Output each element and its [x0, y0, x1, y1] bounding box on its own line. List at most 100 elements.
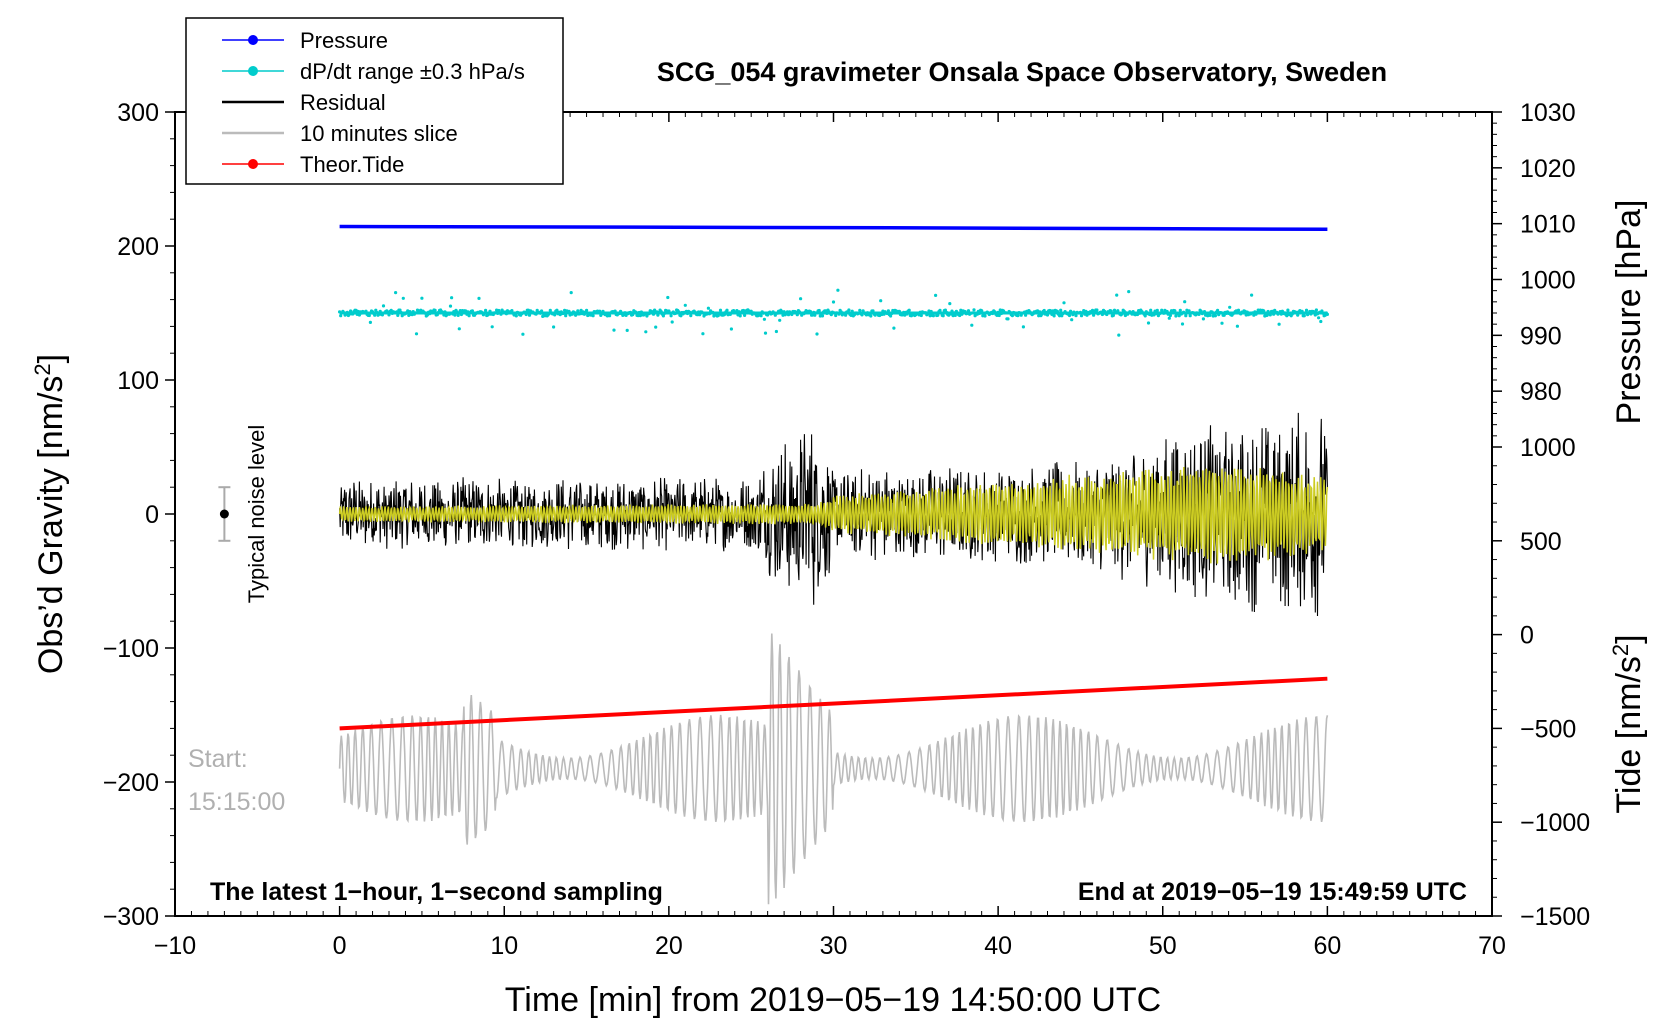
dpdt-point: [762, 317, 767, 321]
dpdt-point: [879, 299, 883, 303]
dpdt-point: [1155, 308, 1159, 312]
x-tick-label: 0: [333, 932, 347, 960]
dpdt-point: [1052, 314, 1056, 318]
dpdt-point: [1117, 333, 1121, 337]
axes-layer: −10 0 10 20 30 40 50 60 703002001000−100−200−300…: [103, 99, 1591, 960]
dpdt-point: [938, 308, 942, 312]
dpdt-point: [743, 313, 747, 317]
dpdt-point: [1220, 321, 1224, 325]
dpdt-point: [535, 308, 539, 312]
dpdt-point: [625, 328, 629, 332]
dpdt-point: [725, 308, 729, 312]
series-layer: [338, 224, 1329, 905]
legend-label: Pressure: [300, 28, 388, 53]
x-tick-label: 40: [984, 932, 1012, 960]
dpdt-point: [1201, 317, 1205, 321]
dpdt-point: [774, 329, 779, 334]
dpdt-point: [970, 323, 974, 327]
legend-label: 10 minutes slice: [300, 121, 458, 146]
dpdt-point: [763, 331, 768, 335]
y-left-tick-label: 100: [117, 367, 159, 395]
legend-swatch-marker: [248, 35, 258, 45]
series-slice-line: [338, 633, 1329, 905]
dpdt-point: [1168, 313, 1172, 318]
x-tick-label: 30: [820, 932, 848, 960]
dpdt-point: [1213, 314, 1217, 318]
dpdt-point: [1208, 313, 1212, 317]
dpdt-point: [907, 308, 911, 312]
dpdt-point: [585, 308, 589, 312]
dpdt-point: [433, 308, 437, 312]
dpdt-point: [1184, 314, 1188, 318]
legend-swatch-marker: [248, 66, 258, 76]
y-axis-pressure-label: Pressure [hPa]: [1610, 200, 1648, 425]
dpdt-point: [548, 308, 552, 312]
legend: Pressure dP/dt range ±0.3 hPa/s Residual 10…: [185, 17, 564, 185]
y-left-tick-label: 200: [117, 233, 159, 261]
noise-point: [219, 509, 229, 519]
start-label: Start:: [188, 745, 248, 773]
dpdt-point: [1149, 308, 1153, 312]
dpdt-point: [1319, 319, 1323, 324]
legend-item: 10 minutes slice: [222, 121, 458, 146]
dpdt-point: [1115, 293, 1119, 297]
dpdt-point: [457, 327, 461, 331]
dpdt-point: [396, 313, 400, 317]
dpdt-point: [569, 291, 573, 295]
dpdt-point: [1286, 308, 1290, 312]
dpdt-point: [552, 325, 556, 329]
y-axis-left-unit-close: ]: [32, 354, 70, 363]
y-pressure-tick-label: 1000: [1520, 267, 1576, 295]
dpdt-point: [931, 314, 936, 318]
legend-label: Theor.Tide: [300, 152, 404, 177]
dpdt-point: [1111, 313, 1115, 317]
dpdt-point: [815, 332, 819, 336]
y-pressure-tick-label: 1010: [1520, 211, 1576, 239]
y-tide-tick-label: −500: [1520, 715, 1576, 743]
y-axis-left-unit-sup: 2: [30, 363, 55, 375]
dpdt-point: [1079, 314, 1084, 318]
dpdt-point: [1006, 317, 1010, 321]
dpdt-point: [1021, 325, 1025, 329]
dpdt-point: [669, 314, 673, 318]
dpdt-point: [1062, 301, 1066, 305]
dpdt-point: [1236, 308, 1241, 312]
dpdt-point: [1074, 314, 1078, 318]
dpdt-point: [398, 308, 402, 312]
noise-label: Typical noise level: [244, 425, 269, 604]
y-tide-tick-label: −1500: [1520, 903, 1590, 931]
x-tick-label: −10: [154, 932, 196, 960]
dpdt-point: [1250, 293, 1254, 297]
y-axis-tide-label-text: Tide: [1610, 749, 1648, 814]
dpdt-point: [1317, 316, 1321, 320]
series-pressure-line: [339, 224, 1328, 232]
dpdt-point: [1314, 308, 1318, 312]
legend-label: dP/dt range ±0.3 hPa/s: [300, 59, 525, 84]
dpdt-point: [514, 314, 518, 318]
dpdt-point: [467, 314, 471, 318]
dpdt-point: [450, 296, 454, 300]
dpdt-point: [612, 328, 616, 332]
y-axis-tide-unit: [nm/s: [1610, 656, 1648, 739]
y-axis-tide-label: Tide [nm/s2]: [1608, 634, 1648, 813]
dpdt-point: [420, 296, 424, 300]
dpdt-point: [608, 314, 612, 318]
dpdt-point: [666, 295, 670, 300]
dpdt-point: [941, 314, 945, 318]
series-residual-line: [339, 412, 1328, 617]
y-axis-tide-unit-sup: 2: [1608, 644, 1633, 656]
dpdt-point: [718, 308, 723, 312]
dpdt-point: [1042, 308, 1046, 313]
dpdt-point: [661, 314, 666, 318]
dpdt-point: [591, 314, 595, 318]
dpdt-point: [401, 296, 405, 300]
dpdt-point: [831, 300, 836, 304]
dpdt-point: [414, 332, 419, 336]
dpdt-point: [555, 308, 559, 312]
y-pressure-tick-label: 990: [1520, 322, 1562, 350]
dpdt-point: [368, 320, 372, 324]
dpdt-point: [1302, 314, 1306, 318]
dpdt-point: [1228, 305, 1232, 309]
legend-item: Theor.Tide: [222, 152, 404, 177]
